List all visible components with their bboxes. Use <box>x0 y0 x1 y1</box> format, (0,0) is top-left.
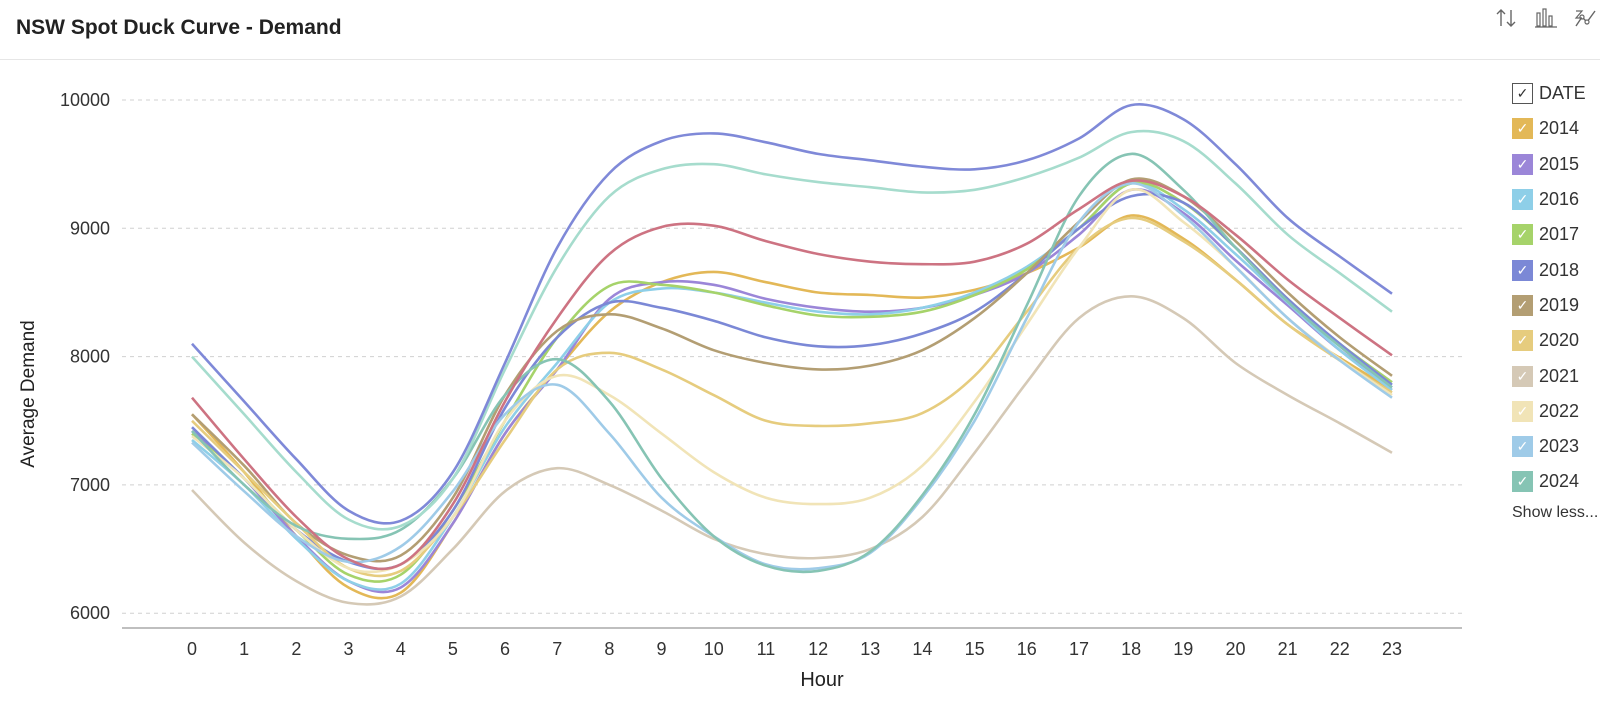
x-tick-label: 17 <box>1069 639 1089 659</box>
legend-header-label: DATE <box>1539 83 1586 104</box>
grid-lines <box>122 99 1462 629</box>
legend-header-checkbox[interactable]: ✓ <box>1512 83 1533 105</box>
x-tick-label: 3 <box>344 639 354 659</box>
legend-checkbox[interactable]: ✓ <box>1512 330 1533 352</box>
series-line-2014[interactable] <box>191 214 1393 600</box>
legend-item-2019[interactable]: ✓ 2019 <box>1512 288 1600 323</box>
x-tick-label: 10 <box>704 639 724 659</box>
x-tick-label: 13 <box>860 639 880 659</box>
series-line-2023[interactable] <box>191 182 1393 571</box>
legend-item-2020[interactable]: ✓ 2020 <box>1512 323 1600 358</box>
legend-label: 2017 <box>1539 224 1580 245</box>
legend-label: 2022 <box>1539 400 1580 421</box>
y-tick-label: 9000 <box>70 218 110 238</box>
legend-header[interactable]: ✓ DATE <box>1512 76 1600 111</box>
legend-checkbox[interactable]: ✓ <box>1512 436 1533 458</box>
y-axis-label: Average Demand <box>18 320 39 468</box>
x-tick-label: 15 <box>965 639 985 659</box>
x-tick-label: 19 <box>1173 639 1193 659</box>
y-tick-label: 6000 <box>70 603 110 623</box>
x-tick-label: 20 <box>1225 639 1245 659</box>
legend-checkbox[interactable]: ✓ <box>1512 400 1533 422</box>
chart-toolbar <box>1492 4 1600 32</box>
y-tick-label: 7000 <box>70 475 110 495</box>
legend-item-2014[interactable]: ✓ 2014 <box>1512 111 1600 146</box>
show-less-link[interactable]: Show less... <box>1512 503 1599 521</box>
legend-item-2024[interactable]: ✓ 2024 <box>1512 464 1600 499</box>
x-tick-label: 7 <box>552 639 562 659</box>
series-line-unlabeled-11[interactable] <box>191 179 1393 571</box>
bar-chart-icon[interactable] <box>1532 4 1560 32</box>
series-line-2018[interactable] <box>191 192 1393 571</box>
legend-item-2017[interactable]: ✓ 2017 <box>1512 217 1600 252</box>
legend-checkbox[interactable]: ✓ <box>1512 189 1533 211</box>
legend-item-2022[interactable]: ✓ 2022 <box>1512 394 1600 429</box>
y-axis-ticks: 6000 7000 8000 9000 10000 <box>60 90 110 623</box>
x-tick-label: 22 <box>1330 639 1350 659</box>
y-tick-label: 8000 <box>70 347 110 367</box>
legend-label: 2024 <box>1539 471 1580 492</box>
legend-checkbox[interactable]: ✓ <box>1512 259 1533 281</box>
x-tick-label: 1 <box>239 639 249 659</box>
page-title: NSW Spot Duck Curve - Demand <box>16 16 342 39</box>
x-tick-label: 21 <box>1278 639 1298 659</box>
chart-header: NSW Spot Duck Curve - Demand <box>0 0 1600 60</box>
x-tick-label: 11 <box>757 639 776 659</box>
x-tick-label: 5 <box>448 639 458 659</box>
legend-item-2023[interactable]: ✓ 2023 <box>1512 429 1600 464</box>
x-tick-label: 23 <box>1382 639 1402 659</box>
x-axis-ticks: 0 1 2 3 4 5 6 7 8 9 10 11 12 13 14 15 16 17 18 19 20 21 22 23 <box>187 639 1402 659</box>
legend-label: 2015 <box>1539 153 1580 174</box>
series-line-2021[interactable] <box>191 295 1393 606</box>
legend-item-2015[interactable]: ✓ 2015 <box>1512 147 1600 182</box>
series-line-2024[interactable] <box>191 152 1393 574</box>
x-tick-label: 14 <box>912 639 932 659</box>
legend-checkbox[interactable]: ✓ <box>1512 153 1533 175</box>
legend-item-2016[interactable]: ✓ 2016 <box>1512 182 1600 217</box>
series-line-2016[interactable] <box>191 181 1393 591</box>
sort-icon[interactable] <box>1492 4 1520 32</box>
legend-label: 2014 <box>1539 118 1580 139</box>
series-line-unlabeled-12[interactable] <box>191 129 1393 531</box>
x-axis-label: Hour <box>800 669 844 691</box>
legend-item-2021[interactable]: ✓ 2021 <box>1512 358 1600 393</box>
legend-item-2018[interactable]: ✓ 2018 <box>1512 252 1600 287</box>
legend: ✓ DATE ✓ 2014 ✓ 2015 ✓ 2016 ✓ 2017 ✓ 2018 ✓ 2019 ✓ 20… <box>1512 76 1600 522</box>
x-tick-label: 12 <box>808 639 828 659</box>
chart-type-icon[interactable] <box>1572 4 1600 32</box>
x-tick-label: 2 <box>291 639 301 659</box>
legend-checkbox[interactable]: ✓ <box>1512 365 1533 387</box>
x-tick-label: 0 <box>187 639 197 659</box>
legend-label: 2023 <box>1539 436 1580 457</box>
series-line-2020[interactable] <box>191 216 1393 578</box>
legend-checkbox[interactable]: ✓ <box>1512 471 1533 493</box>
series-line-unlabeled-13[interactable] <box>191 103 1393 525</box>
legend-checkbox[interactable]: ✓ <box>1512 118 1533 140</box>
legend-checkbox[interactable]: ✓ <box>1512 224 1533 246</box>
y-tick-label: 10000 <box>60 90 110 110</box>
legend-label: 2019 <box>1539 294 1580 315</box>
legend-label: 2020 <box>1539 330 1580 351</box>
x-tick-label: 16 <box>1017 639 1037 659</box>
legend-label: 2021 <box>1539 365 1580 386</box>
legend-checkbox[interactable]: ✓ <box>1512 294 1533 316</box>
x-tick-label: 6 <box>500 639 510 659</box>
legend-label: 2018 <box>1539 259 1580 280</box>
x-tick-label: 4 <box>396 639 406 659</box>
series-lines <box>191 103 1393 606</box>
x-tick-label: 18 <box>1121 639 1141 659</box>
x-tick-label: 9 <box>657 639 667 659</box>
legend-label: 2016 <box>1539 189 1580 210</box>
series-line-2015[interactable] <box>191 187 1393 594</box>
x-tick-label: 8 <box>604 639 614 659</box>
